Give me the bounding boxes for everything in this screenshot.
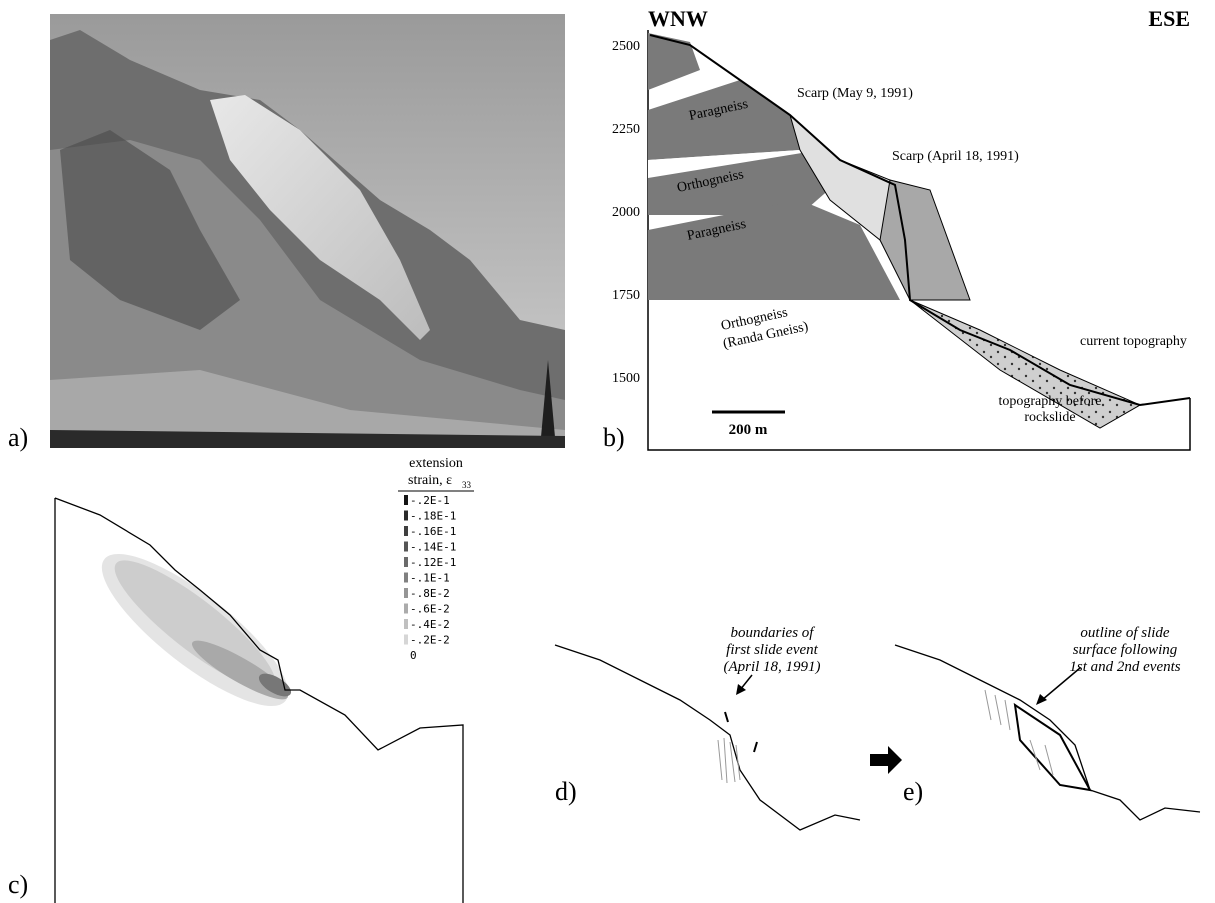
direction-label: WNW — [648, 6, 708, 31]
cross-section — [648, 30, 1190, 450]
legend-label: -.16E-1 — [410, 525, 456, 538]
panel-label: e) — [903, 777, 923, 806]
annotation: outline of slide — [1080, 625, 1170, 641]
model-section — [55, 498, 463, 903]
annotation: boundaries of — [731, 625, 816, 641]
legend-swatch — [404, 573, 408, 583]
legend-swatch — [404, 526, 408, 536]
legend-title: strain, ε — [408, 473, 452, 488]
annotation: 1st and 2nd events — [1069, 659, 1180, 675]
figure: a) WNW ESE Scarp (May 9, 1991) Scarp (Ap… — [0, 0, 1215, 903]
legend-swatch — [404, 511, 408, 521]
legend-label: -.4E-2 — [410, 618, 450, 631]
annotation: current topography — [1080, 334, 1187, 349]
legend-swatch — [404, 635, 408, 645]
annotation: surface following — [1073, 642, 1178, 658]
annotation: (April 18, 1991) — [723, 659, 820, 675]
legend-swatch — [404, 542, 408, 552]
legend-label: -.12E-1 — [410, 556, 456, 569]
annotation: rockslide — [1024, 410, 1075, 425]
annotation: Scarp (April 18, 1991) — [892, 149, 1019, 164]
legend: -.2E-1 -.18E-1 -.16E-1 -.14E-1 -.12E-1 -.1E-1… — [404, 494, 456, 662]
elevation-label: 2000 — [612, 205, 640, 220]
legend-label: -.14E-1 — [410, 541, 456, 554]
legend-swatch — [404, 557, 408, 567]
elevation-label: 2250 — [612, 122, 640, 137]
legend-label: -.1E-1 — [410, 572, 450, 585]
elevation-label: 2500 — [612, 39, 640, 54]
legend-swatch — [404, 495, 408, 505]
annotation: first slide event — [726, 642, 818, 658]
legend-swatch — [404, 604, 408, 614]
scale-bar-label: 200 m — [729, 422, 768, 438]
panel-label: b) — [603, 423, 625, 452]
arrow — [870, 746, 902, 774]
legend-label: 0 — [410, 649, 417, 662]
legend-label: -.8E-2 — [410, 587, 450, 600]
elevation-label: 1750 — [612, 288, 640, 303]
direction-label: ESE — [1148, 6, 1190, 31]
elevation-label: 1500 — [612, 371, 640, 386]
legend-subscript: 33 — [462, 480, 472, 490]
legend-swatch — [404, 588, 408, 598]
legend-swatch — [404, 619, 408, 629]
legend-label: -.6E-2 — [410, 603, 450, 616]
legend-title: extension — [409, 456, 463, 471]
panel-label: a) — [8, 423, 28, 452]
photo — [50, 14, 565, 448]
legend-label: -.2E-1 — [410, 494, 450, 507]
annotation: topography before — [998, 394, 1101, 409]
panel-label: c) — [8, 870, 28, 899]
legend-label: -.18E-1 — [410, 510, 456, 523]
panel-label: d) — [555, 777, 577, 806]
legend-label: -.2E-2 — [410, 634, 450, 647]
annotation: Scarp (May 9, 1991) — [797, 86, 913, 101]
elevation-axis: 2500 2250 2000 1750 1500 — [612, 39, 640, 386]
